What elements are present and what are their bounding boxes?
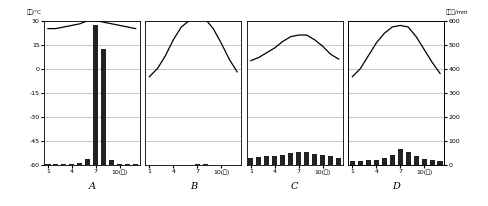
Bar (438, 161, 443, 165)
Bar (304, 152, 309, 165)
Bar (422, 159, 427, 165)
Bar (429, 160, 435, 165)
Bar (117, 164, 122, 165)
Bar (53, 164, 59, 165)
Bar (413, 156, 419, 165)
Bar (296, 152, 301, 165)
Text: 降水量/mm: 降水量/mm (446, 9, 468, 15)
Bar (109, 160, 114, 165)
Bar (280, 155, 285, 165)
Bar (382, 158, 387, 165)
Bar (288, 153, 293, 165)
Bar (61, 164, 66, 165)
Bar (398, 149, 403, 165)
Bar (133, 164, 138, 165)
Bar (77, 163, 82, 165)
Bar (366, 160, 371, 165)
Bar (328, 156, 333, 165)
X-axis label: B: B (190, 181, 197, 191)
Bar (312, 154, 317, 165)
Bar (85, 159, 90, 165)
Bar (374, 159, 379, 165)
Bar (350, 161, 355, 165)
Bar (93, 25, 99, 165)
Bar (272, 156, 277, 165)
Bar (45, 164, 50, 165)
Bar (203, 164, 208, 165)
Bar (264, 156, 269, 165)
Bar (358, 161, 363, 165)
Bar (101, 49, 106, 165)
Bar (320, 155, 325, 165)
Bar (406, 152, 411, 165)
X-axis label: C: C (291, 181, 299, 191)
Bar (336, 158, 341, 165)
X-axis label: A: A (88, 181, 95, 191)
Bar (389, 155, 395, 165)
Bar (256, 157, 262, 165)
Text: 气温/°C: 气温/°C (27, 9, 41, 15)
Bar (125, 164, 130, 165)
Bar (195, 164, 200, 165)
X-axis label: D: D (392, 181, 400, 191)
Bar (69, 164, 75, 165)
Bar (248, 158, 253, 165)
